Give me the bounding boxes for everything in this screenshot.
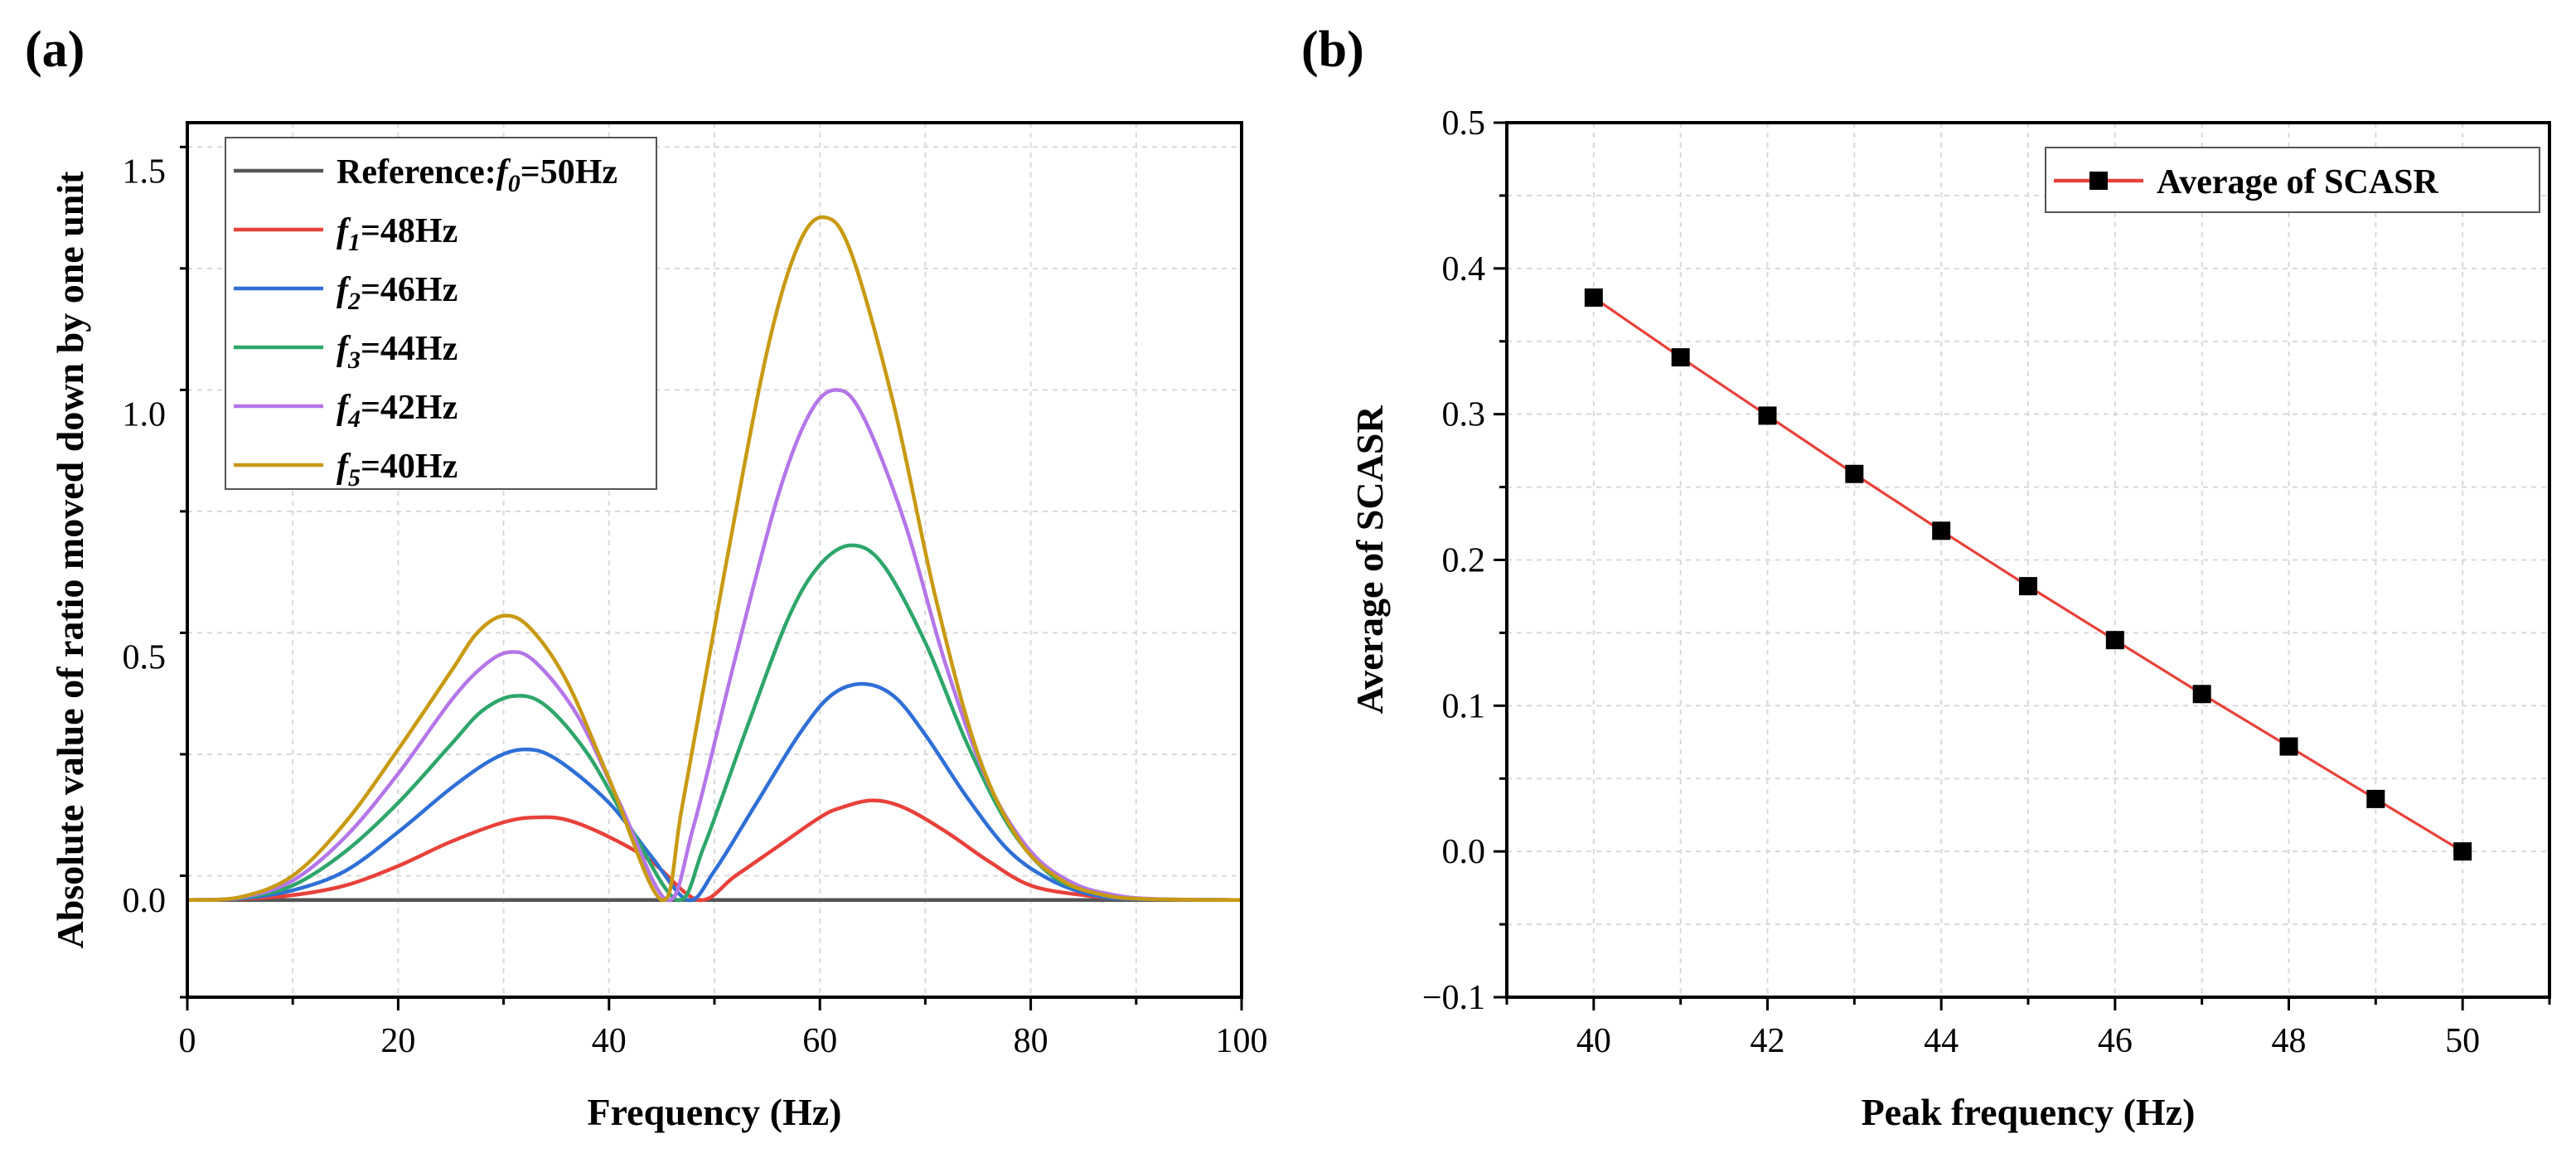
y-axis: 0.0 0.5 1.0 1.5 xyxy=(123,145,187,999)
legend: Average of SCASR xyxy=(2045,147,2540,213)
legend: Reference:f0=50Hz f1=48Hz f2=46Hz f3=44Hz f4… xyxy=(225,137,657,492)
data-point-0 xyxy=(1584,288,1603,307)
legend-label-2: f2=46Hz xyxy=(337,271,458,315)
data-point-9 xyxy=(2366,789,2385,808)
x-tick-label: 40 xyxy=(1576,1022,1611,1060)
x-tick-label: 50 xyxy=(2445,1022,2480,1060)
x-axis-title: Frequency (Hz) xyxy=(587,1091,841,1133)
data-point-6 xyxy=(2105,631,2124,650)
y-tick-label: 0.0 xyxy=(1442,833,1486,871)
legend-label-4: f4=42Hz xyxy=(337,389,458,433)
legend-label-0: Reference:f0=50Hz xyxy=(337,153,617,197)
chart-panel-b: (b) 40 42 44 46 48 50 −0.1 0.0 0.1 0.2 0.3 0.4 0.5 Pea… xyxy=(1301,22,2551,1133)
data-point-7 xyxy=(2192,685,2211,704)
series-group xyxy=(186,215,1242,903)
legend-label-3: f3=44Hz xyxy=(337,330,458,374)
y-axis-title: Average of SCASR xyxy=(1349,405,1391,715)
x-axis-title: Peak frequency (Hz) xyxy=(1862,1091,2196,1133)
y-tick-label: 1.0 xyxy=(123,396,167,434)
x-tick-label: 100 xyxy=(1216,1022,1268,1060)
series-line-5 xyxy=(186,215,1242,903)
series-line-2 xyxy=(186,681,1242,903)
series-group xyxy=(1584,288,2472,861)
y-tick-label: 1.5 xyxy=(123,153,167,191)
x-tick-label: 80 xyxy=(1014,1022,1048,1060)
legend-label-5: f5=40Hz xyxy=(337,448,458,492)
y-tick-label: 0.3 xyxy=(1442,396,1486,434)
data-point-1 xyxy=(1671,348,1690,367)
y-axis-title: Absolute value of ratio moved down by on… xyxy=(49,171,91,949)
x-axis: 0 20 40 60 80 100 xyxy=(179,997,1268,1060)
data-point-8 xyxy=(2279,737,2298,756)
x-axis: 40 42 44 46 48 50 xyxy=(1505,997,2551,1060)
x-tick-label: 48 xyxy=(2272,1022,2307,1060)
data-point-5 xyxy=(2019,577,2037,596)
panel-label: (a) xyxy=(25,22,85,78)
legend-marker xyxy=(2089,172,2108,190)
data-point-10 xyxy=(2453,842,2472,861)
legend-label-1: f1=48Hz xyxy=(337,212,458,256)
y-axis: −0.1 0.0 0.1 0.2 0.3 0.4 0.5 xyxy=(1422,104,1507,1017)
y-tick-label: 0.4 xyxy=(1442,250,1486,288)
x-tick-label: 0 xyxy=(179,1022,196,1060)
data-point-4 xyxy=(1932,521,1951,540)
x-tick-label: 42 xyxy=(1750,1022,1785,1060)
y-tick-label: 0.2 xyxy=(1442,542,1486,580)
x-tick-label: 46 xyxy=(2098,1022,2133,1060)
legend-label-0: Average of SCASR xyxy=(2157,163,2439,201)
series-line-1 xyxy=(186,798,1242,903)
y-tick-label: −0.1 xyxy=(1422,979,1485,1017)
x-tick-label: 40 xyxy=(592,1022,627,1060)
panel-label: (b) xyxy=(1301,22,1364,78)
x-tick-label: 44 xyxy=(1924,1022,1959,1060)
data-point-3 xyxy=(1845,464,1864,483)
x-tick-label: 60 xyxy=(802,1022,837,1060)
data-point-2 xyxy=(1758,406,1777,425)
y-tick-label: 0.5 xyxy=(1442,104,1486,143)
y-tick-label: 0.0 xyxy=(123,882,167,920)
y-tick-label: 0.1 xyxy=(1442,687,1486,725)
legend-box xyxy=(225,137,657,490)
chart-panel-a: (a) 0 20 40 60 80 100 0.0 0.5 1.0 1.5 Frequency (Hz… xyxy=(25,22,1268,1133)
y-tick-label: 0.5 xyxy=(123,639,167,677)
x-tick-label: 20 xyxy=(380,1022,415,1060)
grid xyxy=(1507,123,2549,997)
